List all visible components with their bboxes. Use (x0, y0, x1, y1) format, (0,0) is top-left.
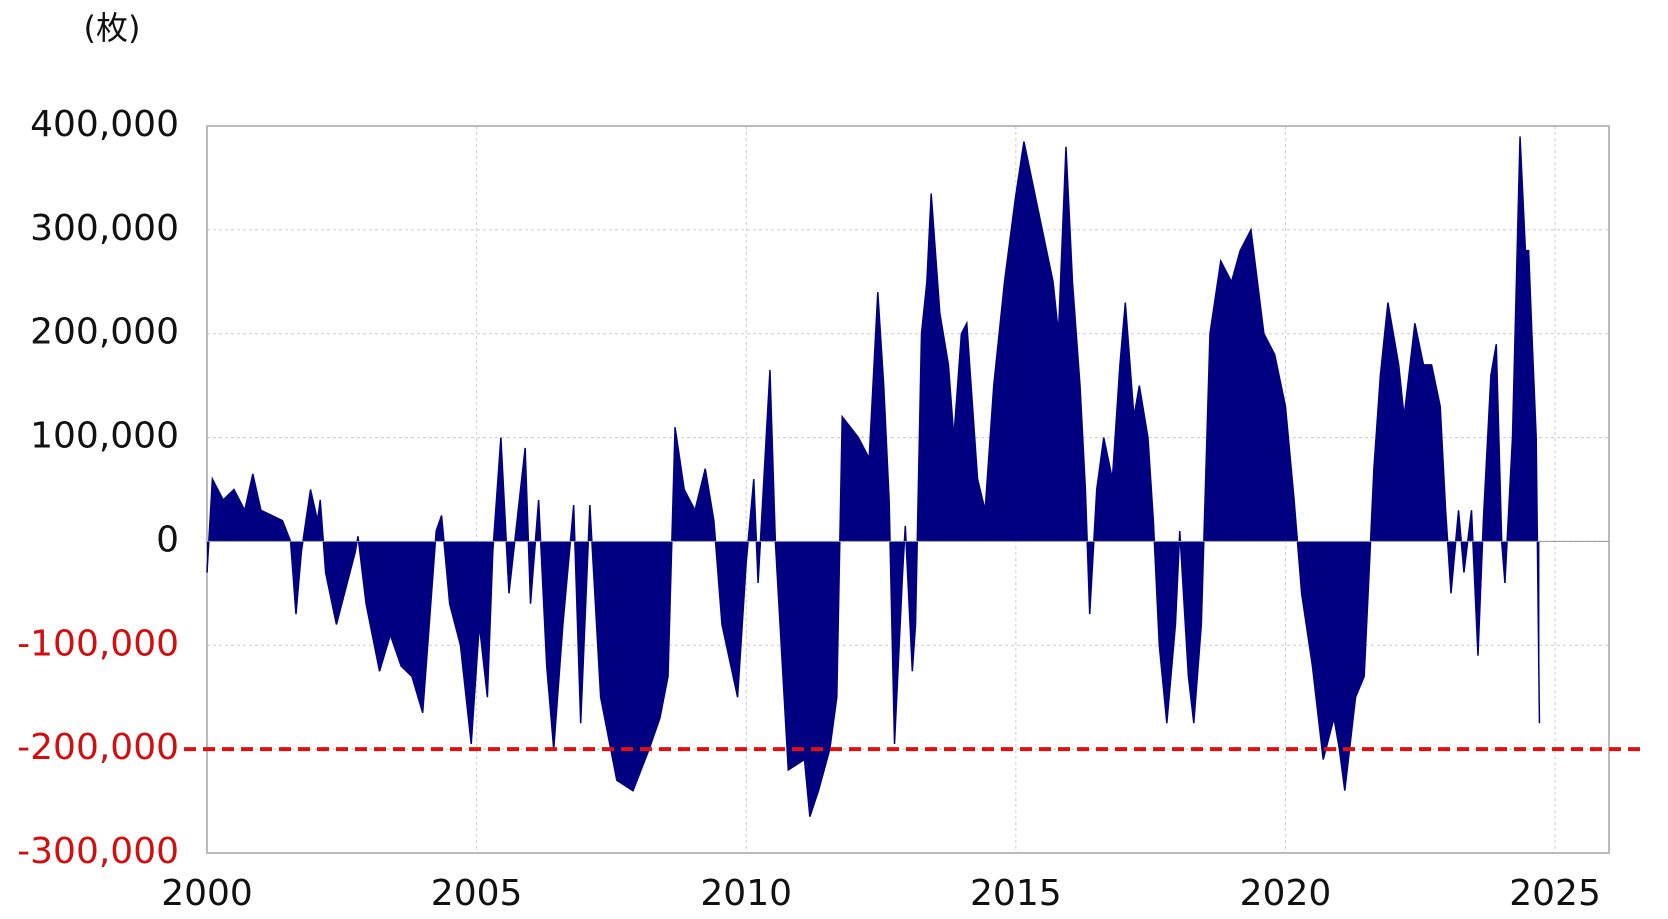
y-tick-label: 300,000 (30, 208, 179, 249)
y-axis-label: (枚) (84, 9, 141, 47)
x-tick-label: 2025 (1509, 873, 1601, 914)
y-tick-label: 200,000 (30, 312, 179, 353)
y-tick-label: 400,000 (30, 104, 179, 145)
x-tick-label: 2020 (1240, 873, 1332, 914)
x-tick-label: 2010 (700, 873, 792, 914)
x-tick-label: 2005 (431, 873, 523, 914)
area-fill (207, 136, 1540, 817)
y-tick-label: 100,000 (30, 416, 179, 457)
y-tick-label: -100,000 (17, 623, 179, 664)
plot-frame (206, 125, 1610, 854)
y-tick-label: -200,000 (17, 727, 179, 768)
y-tick-label: -300,000 (17, 831, 179, 872)
x-tick-label: 2000 (161, 873, 253, 914)
x-tick-label: 2015 (970, 873, 1062, 914)
area-line (206, 136, 1541, 817)
y-tick-label: 0 (156, 519, 179, 560)
